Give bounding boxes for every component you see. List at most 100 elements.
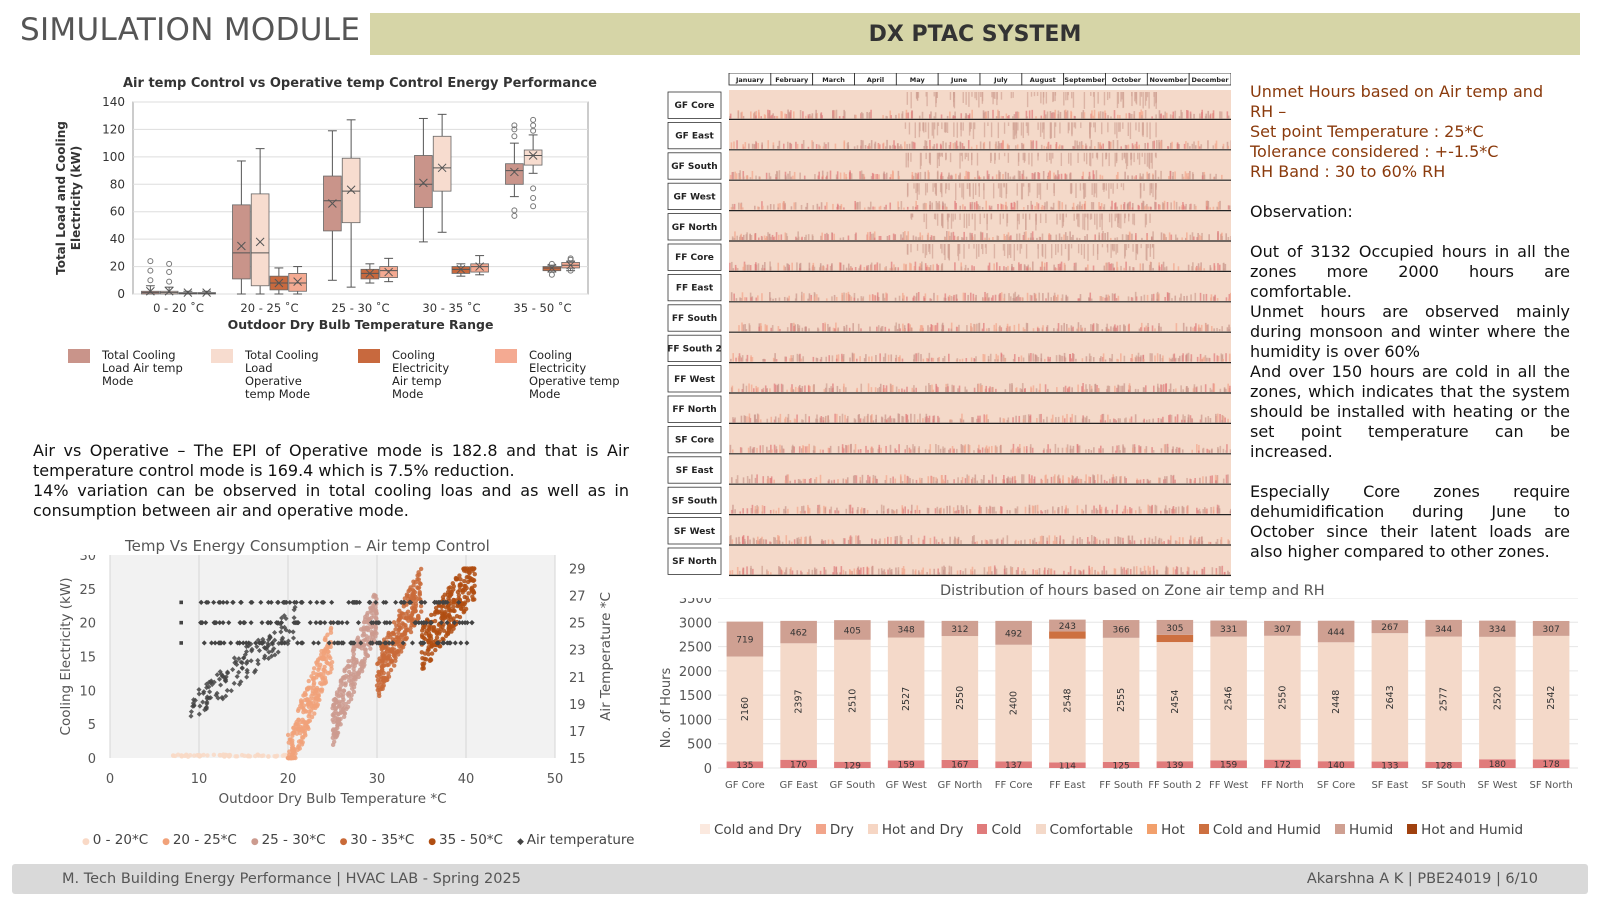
unmet-mark (1222, 263, 1225, 271)
unmet-mark (952, 116, 955, 119)
scatter-point (315, 657, 321, 662)
unmet-mark (1072, 354, 1075, 362)
humid-mark (972, 183, 975, 200)
unmet-mark (1217, 355, 1220, 362)
unmet-mark (1006, 323, 1009, 332)
humid-mark (983, 213, 986, 219)
scatter-point (286, 755, 292, 761)
unmet-mark (1088, 359, 1091, 362)
unmet-mark (984, 448, 987, 453)
scatter-point (420, 634, 425, 640)
unmet-mark (1229, 292, 1231, 301)
scatter-point (346, 669, 352, 675)
unmet-mark (750, 297, 752, 301)
unmet-mark (804, 326, 806, 332)
unmet-mark (845, 445, 848, 453)
humid-mark (1153, 92, 1155, 97)
unmet-mark (730, 207, 733, 210)
humid-mark (1002, 213, 1004, 219)
humid-mark (1035, 213, 1037, 222)
unmet-mark (1099, 358, 1101, 362)
unmet-mark (884, 146, 887, 149)
unmet-mark (1175, 323, 1178, 332)
unmet-mark (867, 206, 870, 210)
unmet-mark (945, 206, 947, 210)
unmet-mark (932, 236, 935, 240)
unmet-mark (1144, 448, 1146, 453)
unmet-mark (1025, 110, 1028, 119)
air-temp-point (214, 672, 220, 678)
humid-mark (1115, 152, 1118, 164)
scatter-point (306, 714, 311, 719)
unmet-mark (988, 173, 990, 180)
air-temp-point (311, 640, 317, 646)
air-temp-point (191, 697, 197, 703)
humid-mark (1153, 92, 1156, 107)
unmet-mark (1154, 170, 1157, 180)
unmet-mark (831, 388, 834, 392)
month-label: December (1192, 76, 1230, 84)
unmet-mark (801, 143, 803, 149)
unmet-mark (1100, 415, 1102, 423)
unmet-mark (1213, 383, 1216, 392)
box-2-3 (451, 263, 471, 277)
unmet-mark (1185, 237, 1187, 240)
unmet-mark (1131, 297, 1134, 301)
unmet-mark (940, 264, 943, 271)
humid-mark (971, 92, 973, 97)
unmet-mark (984, 111, 987, 119)
unmet-mark (986, 170, 989, 180)
zone-label: SF Core (675, 436, 714, 446)
unmet-mark (1110, 263, 1113, 271)
unmet-mark (1098, 448, 1100, 453)
unmet-mark (907, 419, 909, 423)
unmet-mark (1066, 388, 1069, 392)
scatter-point (391, 620, 397, 625)
unmet-mark (1095, 170, 1098, 180)
air-temp-point (213, 692, 219, 698)
unmet-mark (993, 263, 995, 271)
humid-mark (1066, 92, 1069, 101)
legend-swatch (68, 349, 90, 363)
unmet-mark (988, 327, 990, 332)
scatter-point (403, 611, 409, 617)
unmet-mark (975, 201, 978, 210)
humid-mark (905, 152, 907, 168)
unmet-mark (1116, 140, 1119, 149)
unmet-mark (1123, 447, 1126, 453)
unmet-mark (859, 418, 862, 423)
unmet-mark (1108, 141, 1111, 149)
unmet-mark (866, 265, 868, 271)
unmet-mark (816, 414, 818, 423)
scatter-point (306, 704, 312, 710)
unmet-mark (999, 171, 1001, 180)
unmet-mark (891, 170, 894, 180)
unmet-mark (1230, 140, 1231, 149)
humid-mark (1121, 152, 1123, 161)
unmet-mark (1156, 383, 1159, 392)
unmet-mark (905, 109, 908, 119)
unmet-mark (1021, 173, 1024, 180)
humid-mark (1122, 183, 1125, 191)
unmet-mark (947, 328, 950, 332)
unmet-mark (875, 414, 878, 423)
unmet-mark (1012, 443, 1015, 453)
unmet-mark (933, 325, 935, 332)
unmet-mark (1050, 418, 1053, 423)
unmet-mark (1182, 389, 1184, 392)
scatter-point (305, 720, 311, 725)
unmet-mark (855, 114, 857, 119)
unmet-mark (1082, 383, 1084, 392)
unmet-mark (1065, 294, 1068, 301)
unmet-mark (1042, 170, 1045, 180)
unmet-mark (982, 298, 985, 301)
unmet-mark (1023, 231, 1026, 240)
unmet-mark (1219, 413, 1221, 423)
unmet-mark (1043, 110, 1046, 119)
unmet-mark (751, 143, 754, 149)
unmet-mark (1164, 111, 1167, 119)
unmet-mark (876, 326, 878, 332)
unmet-mark (1185, 141, 1187, 149)
scatter-point (303, 692, 308, 697)
unmet-mark (1017, 170, 1020, 180)
